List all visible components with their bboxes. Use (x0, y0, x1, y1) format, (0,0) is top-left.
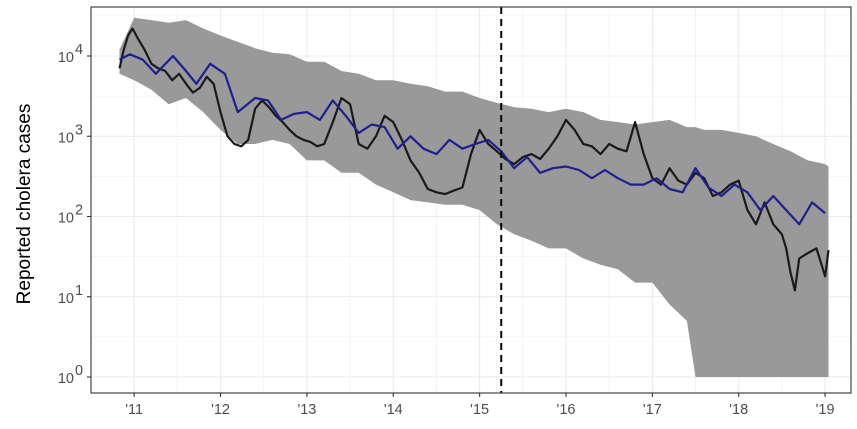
x-tick-label: '13 (297, 402, 316, 418)
y-tick-base: 10 (58, 211, 74, 227)
y-tick-base: 10 (58, 50, 74, 66)
panel-border (90, 6, 852, 394)
y-tick-base: 10 (58, 371, 74, 387)
series-lines (118, 27, 830, 292)
y-tick-label: 10 3 (58, 122, 83, 146)
x-tick-label: '14 (384, 402, 403, 418)
y-tick-exponent: 2 (75, 203, 83, 219)
x-tick-label: '18 (729, 402, 748, 418)
x-tick-label: '17 (643, 402, 662, 418)
panel-frame (90, 6, 852, 394)
x-tick-label: '11 (125, 402, 143, 418)
y-tick-exponent: 1 (75, 283, 83, 299)
y-tick-label: 10 2 (58, 203, 83, 227)
model-median-line (118, 53, 826, 226)
x-axis: '11 '12 '13 '14 '15 '16 '17 '18 '19 (125, 393, 835, 418)
y-tick-exponent: 3 (75, 122, 83, 138)
prediction-band (119, 17, 829, 377)
y-tick-base: 10 (58, 291, 74, 307)
y-tick-exponent: 0 (75, 363, 83, 379)
y-tick-base: 10 (58, 130, 74, 146)
x-tick-label: '15 (470, 402, 489, 418)
band-area (119, 17, 829, 377)
y-tick-label: 10 0 (58, 363, 83, 387)
x-tick-label: '12 (211, 402, 230, 418)
x-tick-label: '16 (557, 402, 576, 418)
y-tick-exponent: 4 (75, 42, 83, 58)
x-tick-label: '19 (816, 402, 835, 418)
y-tick-label: 10 4 (58, 42, 83, 66)
y-axis-label: Reported cholera cases (14, 104, 35, 305)
y-tick-label: 10 1 (58, 283, 83, 307)
